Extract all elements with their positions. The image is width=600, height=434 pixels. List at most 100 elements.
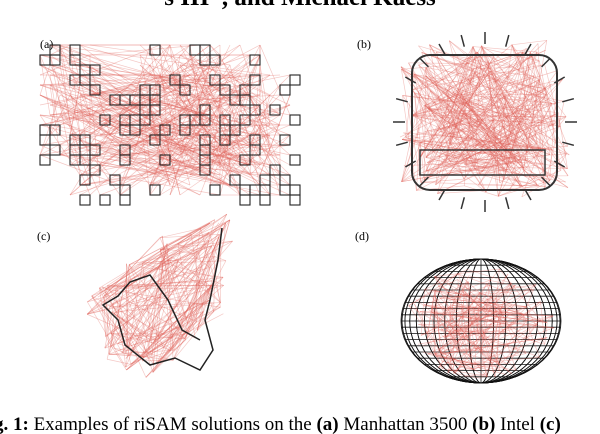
loop-closure [401, 69, 553, 150]
loop-closure [152, 330, 188, 373]
loop-closure [435, 108, 516, 186]
loop-closure [445, 93, 458, 167]
trajectory-cell [279, 184, 291, 196]
loop-closure [119, 54, 261, 156]
loop-closure [402, 121, 539, 140]
trajectory-cell [149, 184, 161, 196]
loop-closure [130, 347, 164, 365]
loop-closure [140, 286, 212, 358]
loop-closure [452, 305, 542, 322]
loop-closure [39, 114, 271, 146]
loop-closure [87, 276, 224, 315]
loop-closure [467, 81, 479, 104]
loop-closure [411, 105, 449, 116]
loop-closure [515, 83, 552, 109]
loop-closure [39, 84, 281, 156]
loop-closure [482, 120, 543, 123]
loop-closure [431, 307, 501, 371]
loop-closure [450, 46, 474, 114]
trajectory-cell [89, 144, 101, 156]
loop-closure [179, 114, 251, 146]
loop-closure [438, 352, 468, 368]
loop-closure [434, 297, 493, 355]
loop-closure [425, 67, 457, 140]
loop-closure [448, 78, 563, 107]
caption-marker: (b) [472, 414, 496, 434]
loop-closure [436, 347, 469, 357]
loop-closure [511, 49, 546, 68]
loop-closure [413, 73, 559, 123]
trajectory [101, 227, 223, 371]
loop-closure [424, 90, 477, 106]
loop-closure [150, 259, 170, 341]
loop-closure [500, 282, 512, 311]
loop-closure [110, 333, 185, 335]
loop-closure [462, 291, 484, 310]
loop-closure [426, 107, 538, 186]
loop-closure [464, 148, 540, 165]
loop-closure [403, 132, 474, 139]
loop-closure [69, 144, 181, 176]
panel-label: (a) [40, 37, 53, 51]
loop-closure [462, 289, 534, 331]
loop-closure [508, 169, 522, 190]
loop-closure [198, 252, 211, 300]
loop-closure [425, 73, 489, 158]
loop-closure [160, 240, 209, 251]
trajectory-cell [149, 134, 161, 146]
loop-closure [163, 248, 189, 324]
loop-closure [405, 136, 434, 152]
loop-closure [529, 52, 554, 127]
loop-closure [142, 259, 179, 264]
loop-closure [39, 154, 121, 186]
loop-closure [471, 352, 519, 371]
loop-closure [170, 285, 213, 339]
loop-closure [99, 54, 231, 136]
loop-closure [401, 67, 427, 182]
loop-closure [111, 219, 231, 313]
loop-closure [97, 213, 227, 298]
trajectory-cell [99, 194, 111, 206]
loop-closure [468, 79, 540, 115]
loop-closure [249, 94, 271, 166]
loop-closure [99, 124, 121, 166]
loop-closure [259, 144, 281, 176]
loop-closure [413, 74, 452, 114]
loop-closure [214, 280, 224, 286]
loop-closure [424, 304, 524, 315]
loop-closure [457, 64, 545, 95]
loop-closure [523, 40, 548, 169]
loop-closure [109, 234, 220, 307]
loop-closure [427, 108, 567, 118]
loop-closure [477, 52, 544, 165]
spur [438, 43, 446, 55]
loop-closure [420, 45, 482, 157]
loop-closure [59, 44, 291, 136]
loop-closure [149, 124, 181, 166]
loop-closure [487, 60, 499, 197]
loop-closure [431, 306, 527, 308]
loop-closure [49, 54, 71, 156]
loop-closure [426, 62, 495, 91]
loop-closure [439, 281, 469, 299]
loop-closure [39, 54, 91, 76]
loop-closure [455, 47, 483, 140]
loop-closure [189, 64, 211, 136]
loop-closure [99, 287, 107, 337]
loop-closure [450, 337, 548, 372]
loop-closure [249, 94, 281, 136]
loop-closure [490, 284, 516, 304]
trajectory-cell [79, 154, 91, 166]
loop-closure [435, 51, 464, 158]
loop-closure [89, 84, 101, 186]
loop-closure [520, 162, 543, 165]
loop-closure [440, 329, 463, 349]
loop-closure [159, 228, 201, 239]
loop-closure [79, 94, 261, 186]
loop-closure [79, 164, 211, 186]
loop-closure [179, 54, 291, 106]
loop-closure [142, 280, 201, 357]
loop-closure [150, 333, 185, 341]
loop-closure [438, 285, 511, 314]
loop-closure [208, 219, 216, 241]
